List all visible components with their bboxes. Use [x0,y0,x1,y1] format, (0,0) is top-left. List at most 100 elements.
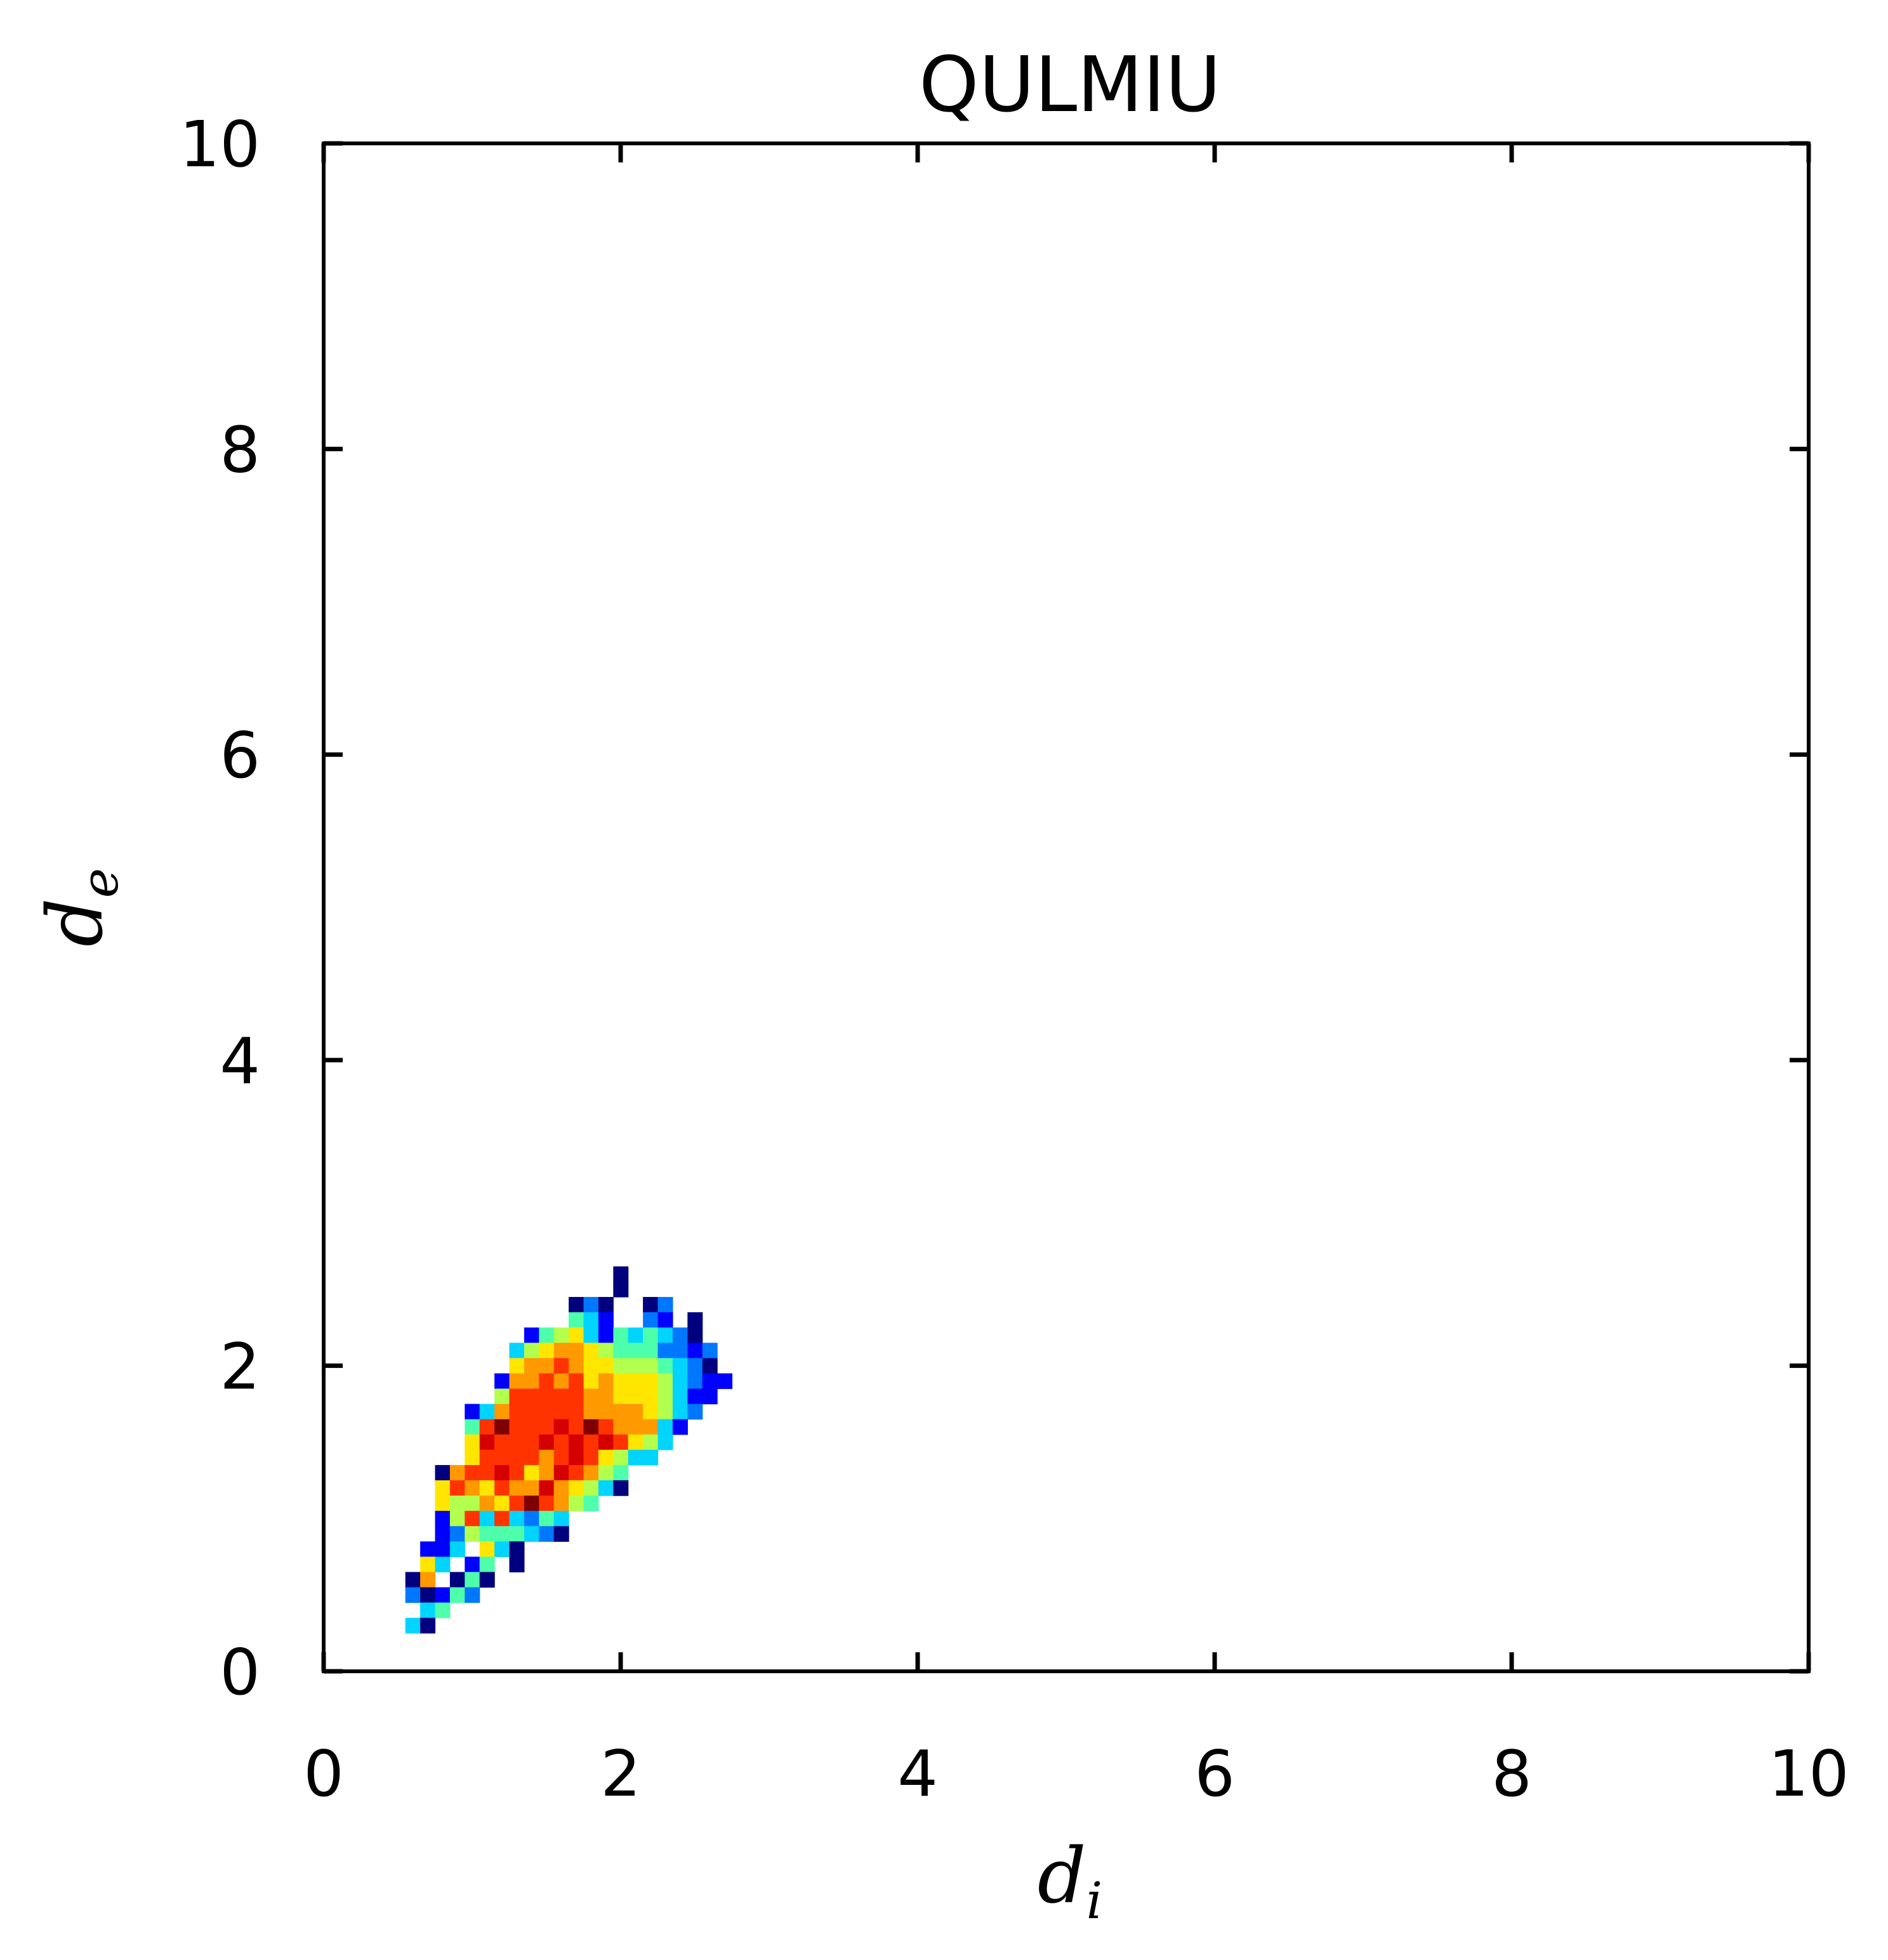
heatmap-cell [613,1480,629,1496]
heatmap-cell [494,1496,510,1511]
heatmap-cell [494,1526,510,1542]
heatmap-cell [420,1556,436,1573]
heatmap-cell [657,1343,673,1358]
heatmap-cell [583,1480,599,1496]
y-tick-label: 8 [220,413,260,487]
heatmap-cell [465,1556,480,1573]
heatmap-cell [465,1449,480,1466]
heatmap-cell [657,1373,673,1390]
heatmap-cell [672,1419,688,1435]
heatmap-cell [420,1572,436,1588]
heatmap-cell [583,1343,599,1358]
heatmap-cell [553,1419,569,1435]
heatmap-cell [479,1526,495,1542]
heatmap-cell [494,1388,510,1405]
heatmap-cell [449,1464,465,1481]
heatmap-cell [598,1343,614,1358]
heatmap-cell [613,1449,629,1466]
heatmap-cell [598,1388,614,1405]
heatmap-cell [524,1480,539,1496]
heatmap-cell [435,1556,451,1573]
heatmap-cell [657,1312,673,1328]
heatmap-cell [569,1480,584,1496]
heatmap-cell [672,1388,688,1405]
heatmap-cell [657,1419,673,1435]
heatmap-cell [465,1496,480,1511]
heatmap-cell [569,1358,584,1374]
heatmap-cell [465,1480,480,1496]
heatmap-cell [479,1496,495,1511]
heatmap-cell [643,1373,659,1390]
heatmap-cell [598,1312,614,1328]
heatmap-cell [687,1358,703,1374]
heatmap-cell [539,1434,555,1450]
heatmap-cell [583,1388,599,1405]
heatmap-cell [702,1388,718,1405]
heatmap-cell [494,1419,510,1435]
heatmap-cell [539,1343,555,1358]
heatmap-cell [569,1388,584,1405]
heatmap-cell [598,1327,614,1343]
heatmap-cell [479,1419,495,1435]
heatmap-cell [569,1496,584,1511]
heatmap-cell [449,1480,465,1496]
heatmap-cell [657,1327,673,1343]
heatmap-cell [687,1373,703,1390]
heatmap-cell [569,1373,584,1390]
heatmap-cell [583,1297,599,1313]
heatmap-cell [583,1449,599,1466]
heatmap-cell [494,1480,510,1496]
heatmap-cell [687,1388,703,1405]
heatmap-cell [702,1343,718,1358]
heatmap-cell [449,1511,465,1527]
heatmap-cell [494,1464,510,1481]
heatmap-cell [465,1464,480,1481]
y-tick-label: 4 [220,1024,260,1098]
heatmap-cell [583,1312,599,1328]
axis-ticks [321,141,1811,1674]
heatmap-cells [405,1266,733,1634]
heatmap-cell [509,1404,525,1420]
heatmap-cell [628,1343,644,1358]
heatmap-cell [613,1266,629,1282]
y-axis-label-subscript: e [70,868,129,898]
heatmap-cell [539,1480,555,1496]
heatmap-cell [509,1480,525,1496]
chart-title: QULMIU [919,41,1221,129]
heatmap-cell [539,1327,555,1343]
heatmap-cell [524,1464,539,1481]
x-tick-label: 4 [897,1737,938,1811]
heatmap-cell [672,1358,688,1374]
heatmap-cell [569,1297,584,1313]
heatmap-cell [553,1449,569,1466]
heatmap-cell [569,1434,584,1450]
heatmap-cell [524,1343,539,1358]
heatmap-cell [598,1419,614,1435]
y-axis-label-base: d [32,898,120,947]
heatmap-cell [420,1587,436,1603]
heatmap-cell [598,1464,614,1481]
heatmap-cell [553,1343,569,1358]
heatmap-cell [613,1343,629,1358]
heatmap-cell [553,1327,569,1343]
heatmap-cell [657,1297,673,1313]
heatmap-cell [524,1526,539,1542]
heatmap-cell [449,1541,465,1557]
heatmap-cell [479,1511,495,1527]
heatmap-cell [583,1373,599,1390]
heatmap-cell [449,1526,465,1542]
heatmap-cell [539,1511,555,1527]
heatmap-cell [569,1343,584,1358]
x-tick-labels: 0 2 4 6 8 10 [303,1737,1849,1811]
heatmap-cell [509,1496,525,1511]
heatmap-cell [687,1327,703,1343]
heatmap-cell [494,1404,510,1420]
heatmap-cell [672,1327,688,1343]
y-tick-label: 2 [220,1329,260,1404]
heatmap-cell [553,1434,569,1450]
heatmap-cell [717,1373,733,1390]
y-tick-label: 0 [220,1635,260,1709]
heatmap-cell [628,1449,644,1466]
heatmap-cell [598,1404,614,1420]
